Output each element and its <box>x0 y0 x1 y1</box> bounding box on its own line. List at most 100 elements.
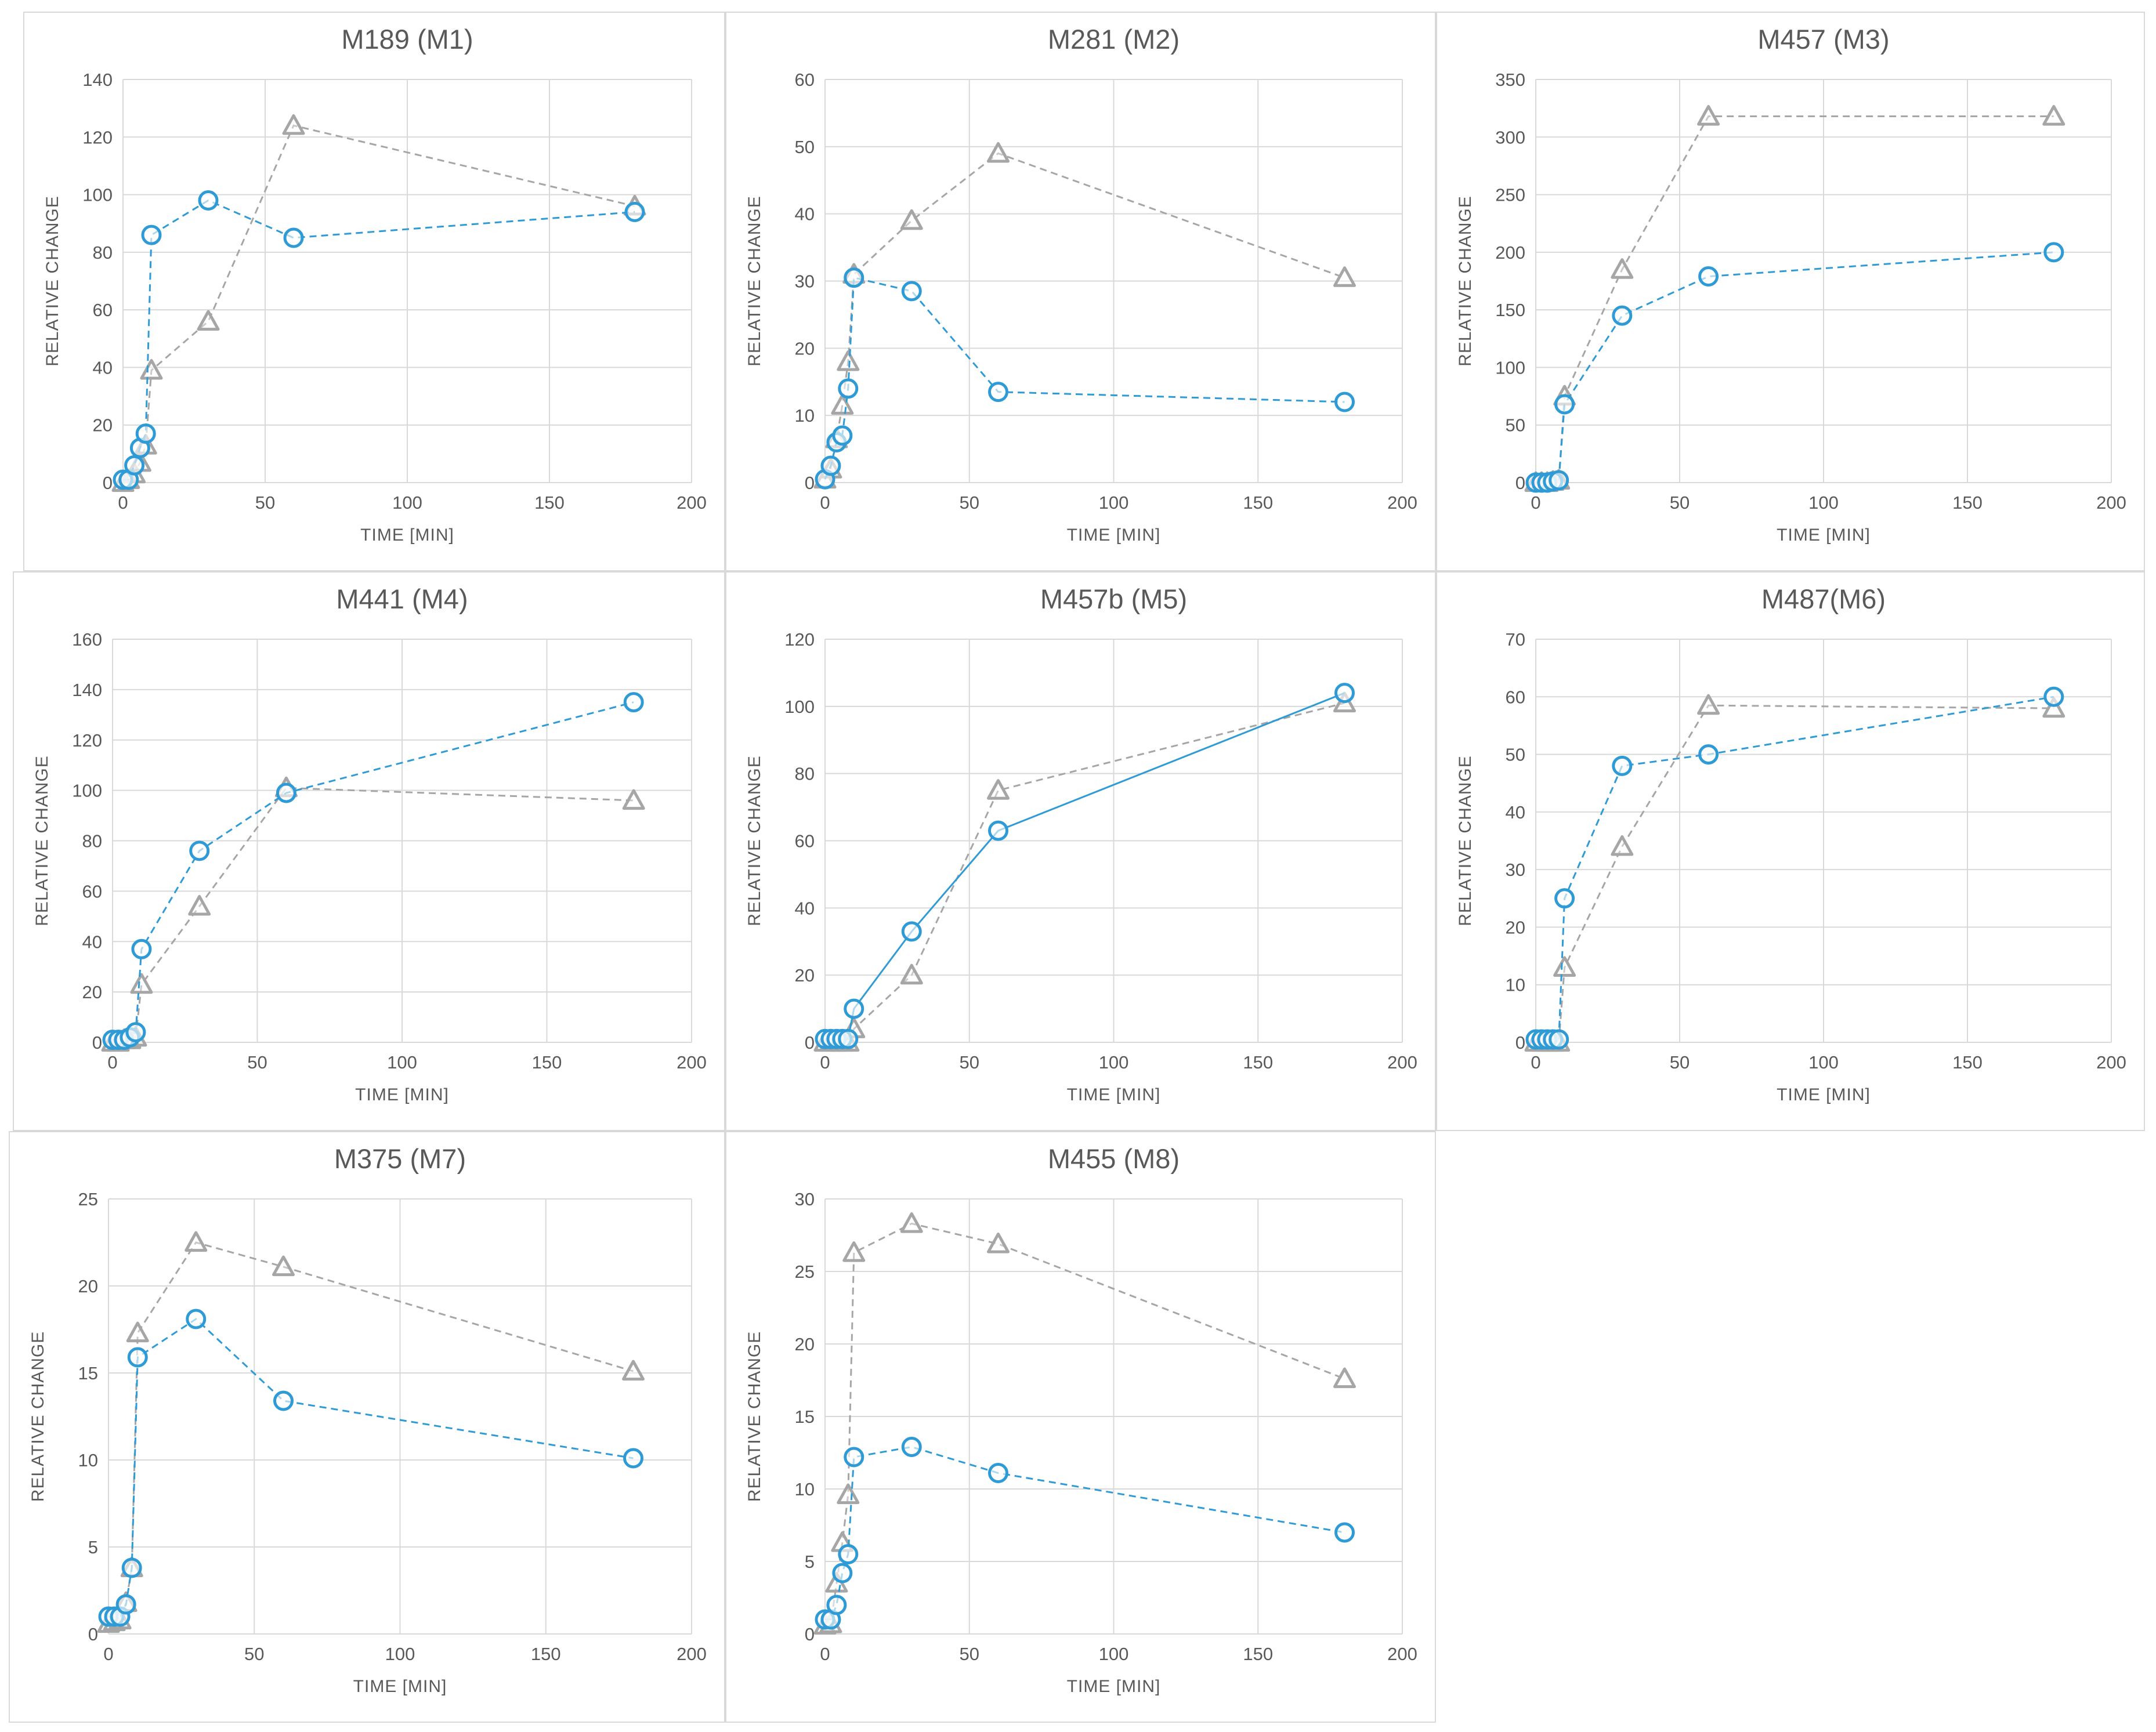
data-point-triangle <box>987 1233 1010 1253</box>
x-tick-label: 200 <box>677 1644 707 1664</box>
chart-svg: M375 (M7) 0 5 10 15 20 25 0 50 100 150 200 TIME [MIN… <box>28 1143 707 1696</box>
y-axis-title: RELATIVE CHANGE <box>745 755 764 926</box>
data-point-circle <box>844 1447 864 1468</box>
series-line-circle <box>123 199 635 481</box>
y-tick-label: 30 <box>1506 860 1525 880</box>
y-tick-label: 350 <box>1495 70 1525 90</box>
x-tick-label: 150 <box>532 1052 562 1072</box>
x-tick-label: 200 <box>677 1052 707 1072</box>
x-tick-label: 0 <box>1531 492 1540 513</box>
x-tick-label: 50 <box>1670 1052 1690 1072</box>
data-point-circle <box>1549 470 1569 491</box>
y-axis-title: RELATIVE CHANGE <box>745 1331 764 1502</box>
x-tick-label: 0 <box>820 1644 830 1664</box>
y-tick-label: 10 <box>78 1450 98 1470</box>
y-tick-label: 60 <box>82 881 102 901</box>
y-tick-label: 50 <box>795 137 815 157</box>
x-tick-label: 200 <box>1387 492 1417 513</box>
data-point-circle <box>276 782 296 803</box>
data-point-circle <box>273 1390 294 1411</box>
data-point-triangle <box>282 114 305 135</box>
y-tick-label: 0 <box>1515 473 1525 493</box>
x-tick-label: 100 <box>1808 492 1839 513</box>
data-point-circle <box>838 378 859 399</box>
x-tick-label: 200 <box>1387 1644 1417 1664</box>
data-point-circle <box>988 820 1008 841</box>
data-point-circle <box>115 1594 136 1615</box>
data-point-circle <box>1334 683 1355 704</box>
x-tick-label: 100 <box>387 1052 417 1072</box>
data-point-triangle <box>185 1231 208 1252</box>
data-point-triangle <box>272 1255 295 1277</box>
data-point-circle <box>988 1463 1008 1483</box>
data-point-triangle <box>1333 1367 1356 1389</box>
chart-title: M487(M6) <box>1761 584 1886 614</box>
y-tick-label: 50 <box>1506 745 1525 765</box>
y-tick-label: 20 <box>93 415 113 436</box>
data-point-triangle <box>1333 266 1356 287</box>
y-tick-label: 0 <box>88 1624 98 1644</box>
data-point-circle <box>1549 1029 1569 1050</box>
y-tick-label: 100 <box>72 781 102 801</box>
data-point-triangle <box>126 1321 149 1343</box>
y-tick-label: 150 <box>1495 300 1525 320</box>
y-tick-label: 20 <box>795 965 815 985</box>
data-point-triangle <box>140 358 163 380</box>
y-tick-label: 40 <box>93 357 113 378</box>
y-tick-label: 80 <box>795 764 815 784</box>
data-point-circle <box>1554 394 1575 415</box>
x-tick-label: 100 <box>385 1644 415 1664</box>
chart-panel: M455 (M8) 0 5 10 15 20 25 30 0 50 100 150 200 TIME [M… <box>725 1131 1436 1723</box>
data-point-triangle <box>987 779 1010 800</box>
data-point-triangle <box>622 789 645 810</box>
y-tick-label: 120 <box>82 127 113 147</box>
y-tick-label: 40 <box>82 932 102 952</box>
data-point-circle <box>838 1544 859 1564</box>
y-tick-label: 160 <box>72 629 102 650</box>
x-tick-label: 0 <box>820 1052 830 1072</box>
data-point-circle <box>131 939 152 959</box>
chart-panel: M457 (M3) 0 50 100 150 200 250 300 350 0 50 100 150 2… <box>1436 12 2145 571</box>
data-point-triangle <box>1553 956 1576 977</box>
series-line-triangle <box>108 1241 634 1625</box>
y-tick-label: 15 <box>78 1363 98 1383</box>
series-line-circle <box>108 1318 634 1618</box>
y-tick-label: 25 <box>795 1262 815 1282</box>
chart-panel: M281 (M2) 0 10 20 30 40 50 60 0 50 100 150 200 TIME [… <box>725 12 1436 571</box>
data-point-circle <box>826 1595 847 1615</box>
x-tick-label: 150 <box>1243 492 1273 513</box>
data-point-triangle <box>2042 105 2065 126</box>
data-point-circle <box>1698 266 1719 287</box>
data-point-triangle <box>130 973 153 994</box>
chart-panel: M441 (M4) 0 20 40 60 80 100 120 140 160 0 50 100 150 2… <box>13 571 725 1131</box>
data-point-circle <box>820 455 841 476</box>
x-tick-label: 100 <box>392 492 422 513</box>
data-point-triangle <box>831 394 854 415</box>
chart-title: M457 (M3) <box>1757 24 1889 55</box>
data-point-circle <box>189 840 210 861</box>
chart-panel: M457b (M5) 0 20 40 60 80 100 120 0 50 100 150 200 TIM… <box>725 571 1436 1131</box>
y-axis-title: RELATIVE CHANGE <box>1456 195 1475 367</box>
y-tick-label: 0 <box>805 1624 815 1644</box>
chart-svg: M457b (M5) 0 20 40 60 80 100 120 0 50 100 150 200 TIM… <box>745 584 1417 1104</box>
x-tick-label: 150 <box>1243 1644 1273 1664</box>
data-point-circle <box>901 1437 922 1457</box>
y-tick-label: 0 <box>805 1032 815 1053</box>
x-tick-label: 100 <box>1099 1052 1129 1072</box>
y-tick-label: 200 <box>1495 242 1525 263</box>
data-point-circle <box>623 692 644 713</box>
series-line-triangle <box>824 152 1345 480</box>
x-tick-label: 100 <box>1099 492 1129 513</box>
series-line-circle <box>1536 695 2054 1041</box>
chart-svg: M281 (M2) 0 10 20 30 40 50 60 0 50 100 150 200 TIME [… <box>745 24 1417 545</box>
y-tick-label: 10 <box>1506 975 1525 995</box>
chart-title: M457b (M5) <box>1040 584 1187 614</box>
y-tick-label: 25 <box>78 1189 98 1209</box>
y-tick-label: 0 <box>1515 1032 1525 1053</box>
chart-title: M189 (M1) <box>341 24 473 55</box>
x-tick-label: 50 <box>960 492 979 513</box>
data-point-triangle <box>842 1241 866 1262</box>
y-tick-label: 0 <box>805 473 815 493</box>
series-line-triangle <box>1536 704 2054 1043</box>
